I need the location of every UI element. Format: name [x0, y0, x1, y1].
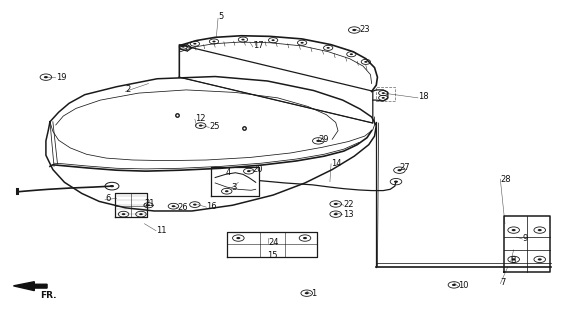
Circle shape — [452, 284, 456, 286]
Circle shape — [304, 292, 309, 294]
Text: 28: 28 — [500, 175, 511, 184]
Circle shape — [364, 61, 367, 63]
Text: 7: 7 — [500, 278, 505, 287]
Text: 1: 1 — [311, 289, 316, 298]
Text: 22: 22 — [344, 200, 354, 209]
Text: 8: 8 — [511, 256, 516, 265]
Text: 21: 21 — [145, 198, 155, 207]
Circle shape — [247, 170, 250, 172]
Circle shape — [537, 229, 541, 231]
Text: 19: 19 — [56, 73, 66, 82]
Circle shape — [171, 205, 175, 207]
Circle shape — [382, 97, 385, 99]
Polygon shape — [13, 282, 47, 291]
Circle shape — [537, 258, 541, 260]
Circle shape — [122, 213, 125, 215]
Circle shape — [199, 124, 203, 127]
Circle shape — [300, 42, 304, 44]
Circle shape — [382, 92, 385, 94]
Text: 9: 9 — [522, 234, 528, 243]
Circle shape — [44, 76, 48, 78]
Text: 12: 12 — [195, 114, 205, 123]
Text: FR.: FR. — [40, 291, 56, 300]
Text: 4: 4 — [225, 168, 231, 177]
Circle shape — [213, 41, 216, 42]
Circle shape — [303, 237, 307, 239]
Circle shape — [147, 204, 150, 206]
Circle shape — [236, 237, 241, 239]
Text: 11: 11 — [156, 226, 167, 235]
Circle shape — [193, 204, 197, 206]
Circle shape — [271, 39, 275, 41]
Circle shape — [139, 213, 143, 215]
Text: 3: 3 — [231, 183, 236, 192]
Text: 23: 23 — [359, 25, 370, 34]
Circle shape — [110, 185, 114, 187]
Text: 25: 25 — [209, 122, 220, 131]
Circle shape — [350, 53, 353, 55]
Text: 20: 20 — [253, 165, 263, 174]
Text: 6: 6 — [105, 194, 110, 203]
Text: 16: 16 — [206, 202, 217, 211]
Circle shape — [241, 39, 245, 40]
Text: 18: 18 — [418, 92, 429, 101]
Text: 5: 5 — [218, 12, 223, 21]
Circle shape — [225, 190, 228, 192]
Circle shape — [316, 140, 320, 142]
Text: 27: 27 — [400, 164, 410, 172]
Text: 15: 15 — [267, 251, 278, 260]
Text: 2: 2 — [125, 85, 131, 94]
Text: 10: 10 — [458, 281, 469, 290]
Text: 13: 13 — [343, 210, 353, 219]
Circle shape — [333, 203, 338, 205]
Circle shape — [397, 169, 401, 171]
Circle shape — [182, 46, 185, 48]
Circle shape — [333, 213, 338, 215]
Text: 29: 29 — [318, 135, 329, 144]
Circle shape — [352, 29, 356, 31]
Circle shape — [512, 229, 516, 231]
Text: 26: 26 — [177, 203, 188, 212]
Circle shape — [512, 258, 516, 260]
Text: 17: 17 — [253, 41, 263, 50]
Circle shape — [327, 47, 330, 49]
Circle shape — [394, 180, 398, 183]
Text: 24: 24 — [268, 238, 279, 247]
Text: 14: 14 — [331, 159, 342, 168]
Circle shape — [193, 43, 196, 44]
